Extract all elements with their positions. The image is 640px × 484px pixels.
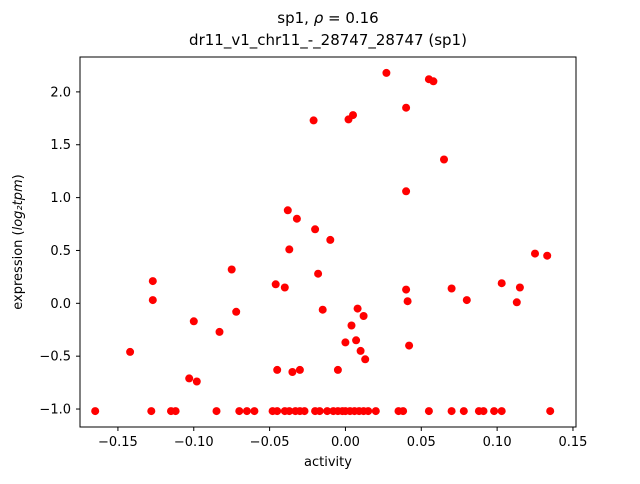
data-point (515, 283, 524, 292)
data-point (361, 355, 370, 364)
x-tick-label: −0.05 (250, 435, 290, 450)
data-point (285, 245, 294, 254)
data-point (323, 407, 332, 416)
data-point (147, 407, 156, 416)
data-point (546, 407, 555, 416)
data-point (347, 321, 356, 330)
data-point (543, 251, 552, 260)
data-point (309, 116, 318, 125)
chart-title: sp1, ρ = 0.16 (277, 9, 378, 27)
data-point (311, 225, 320, 234)
x-tick-label: 0.15 (558, 435, 587, 450)
plot-border (79, 56, 577, 428)
data-point (215, 327, 224, 336)
data-point (315, 407, 324, 416)
y-tick-label: 1.0 (50, 191, 71, 206)
data-point (364, 407, 373, 416)
scatter-points-layer (91, 68, 555, 416)
data-point (497, 279, 506, 288)
data-point (318, 305, 327, 314)
data-point (285, 407, 294, 416)
x-tick-label: 0.00 (331, 435, 360, 450)
data-point (273, 407, 282, 416)
data-point (353, 304, 362, 313)
data-point (341, 338, 350, 347)
data-point (403, 297, 412, 306)
y-axis-label: expression (log₂tpm) (11, 174, 26, 309)
data-point (300, 407, 309, 416)
data-point (91, 407, 100, 416)
y-axis-ticks: −1.0 −0.5 0.0 0.5 1.0 1.5 2.0 (39, 85, 80, 418)
data-point (512, 298, 521, 307)
data-point (280, 283, 289, 292)
data-point (295, 365, 304, 374)
data-point (356, 346, 365, 355)
data-point (326, 235, 335, 244)
data-point (333, 365, 342, 374)
data-point (292, 214, 301, 223)
data-point (212, 407, 221, 416)
data-point (349, 111, 357, 120)
data-point (531, 249, 539, 258)
chart-subtitle: dr11_v1_chr11_-_28747_28747 (sp1) (189, 31, 467, 50)
data-point (402, 187, 411, 196)
x-tick-label: −0.15 (98, 435, 138, 450)
x-tick-label: 0.05 (407, 435, 436, 450)
y-tick-label: 1.5 (50, 138, 71, 153)
data-point (273, 365, 282, 374)
data-point (399, 407, 408, 416)
data-point (148, 296, 157, 305)
data-point (189, 317, 198, 326)
data-point (462, 296, 471, 305)
data-point (148, 277, 157, 286)
x-tick-label: 0.10 (483, 435, 512, 450)
x-axis-ticks: −0.15 −0.10 −0.05 0.00 0.05 0.10 0.15 (98, 427, 587, 450)
y-tick-label: 2.0 (50, 85, 71, 100)
data-point (250, 407, 259, 416)
data-point (479, 407, 488, 416)
data-point (440, 155, 448, 164)
data-point (227, 265, 236, 274)
data-point (359, 312, 368, 320)
data-point (242, 407, 251, 416)
y-tick-label: 0.0 (50, 297, 71, 312)
data-point (171, 407, 180, 416)
data-point (447, 284, 456, 293)
data-point (192, 377, 201, 386)
data-point (429, 77, 438, 86)
x-axis-label: activity (304, 455, 352, 470)
data-point (126, 347, 135, 356)
data-point (402, 285, 411, 294)
data-point (424, 407, 433, 416)
y-tick-label: −0.5 (39, 350, 71, 365)
data-point (283, 206, 292, 215)
y-tick-label: −1.0 (39, 403, 71, 418)
data-point (459, 407, 468, 416)
data-point (371, 407, 380, 416)
data-point (405, 341, 414, 350)
data-point (490, 407, 499, 416)
data-point (402, 103, 411, 112)
y-tick-label: 0.5 (50, 244, 71, 259)
data-point (232, 307, 241, 316)
x-tick-label: −0.10 (174, 435, 214, 450)
data-point (288, 368, 297, 376)
data-point (271, 280, 280, 289)
data-point (235, 407, 244, 416)
data-point (497, 407, 506, 416)
data-point (314, 269, 323, 278)
data-point (352, 336, 361, 345)
data-point (382, 68, 391, 77)
data-point (185, 374, 194, 383)
data-point (447, 407, 456, 416)
